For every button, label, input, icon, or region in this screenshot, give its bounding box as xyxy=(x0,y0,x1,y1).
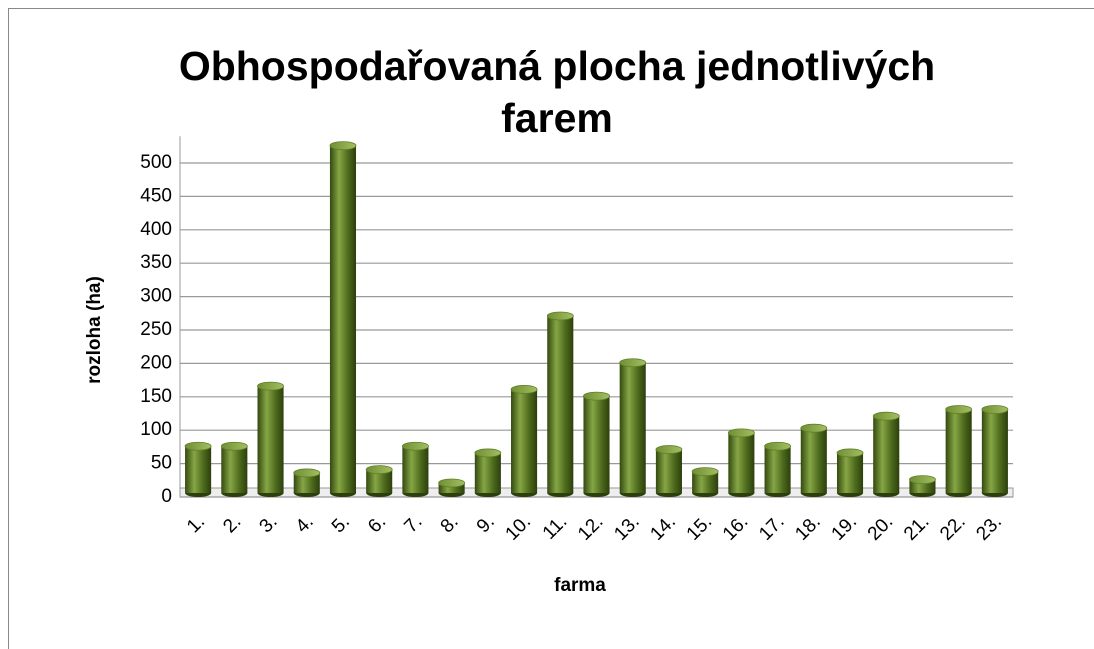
bar xyxy=(402,446,429,493)
x-tick-label: 11. xyxy=(539,511,572,544)
bar xyxy=(692,471,719,493)
bar xyxy=(873,416,900,493)
bar xyxy=(474,452,501,493)
y-tick-label: 50 xyxy=(151,453,172,474)
x-tick-label: 23. xyxy=(972,511,1006,545)
x-tick-label: 14. xyxy=(646,511,680,545)
y-tick-label: 250 xyxy=(140,319,172,340)
bar-top xyxy=(365,465,393,475)
bar-top xyxy=(764,441,792,451)
x-tick-label: 16. xyxy=(719,511,753,545)
bar xyxy=(185,446,212,493)
y-tick-label: 350 xyxy=(140,252,172,273)
x-tick-label: 20. xyxy=(864,511,898,545)
bar xyxy=(728,432,755,493)
bar xyxy=(981,409,1008,493)
chart-title: Obhospodařovaná plocha jednotlivých fare… xyxy=(178,43,936,141)
bar-top xyxy=(220,441,248,451)
bar-top xyxy=(583,391,610,401)
x-tick-label: 4. xyxy=(292,511,318,537)
bar xyxy=(547,315,574,493)
bar xyxy=(945,409,972,493)
x-tick-label: 3. xyxy=(256,511,282,537)
x-tick-label: 1. xyxy=(183,511,209,537)
bar xyxy=(366,469,393,493)
x-tick-label: 22. xyxy=(936,511,970,545)
y-tick-label: 150 xyxy=(140,386,172,407)
bar-top xyxy=(727,428,755,438)
bar xyxy=(764,446,791,493)
chart-border xyxy=(8,8,1094,649)
bar-top xyxy=(257,381,284,391)
bar xyxy=(511,389,538,493)
y-tick-label: 0 xyxy=(161,486,172,507)
x-tick-label: 12. xyxy=(574,511,608,545)
bar-top xyxy=(981,405,1009,414)
y-tick-label: 100 xyxy=(140,419,172,440)
y-tick-label: 500 xyxy=(140,152,172,173)
x-axis-label: farma xyxy=(554,575,606,596)
x-tick-label: 5. xyxy=(328,511,354,537)
x-tick-label: 19. xyxy=(828,511,862,545)
bar xyxy=(800,428,827,493)
bar xyxy=(257,386,284,493)
bar-top xyxy=(546,311,574,321)
bar-top xyxy=(474,448,502,458)
bar-top xyxy=(909,475,936,485)
bar xyxy=(836,452,864,493)
bar-top xyxy=(872,411,900,421)
bar-top xyxy=(438,478,466,488)
bar xyxy=(293,472,320,493)
x-tick-label: 2. xyxy=(219,511,245,537)
bar-top xyxy=(329,141,357,151)
bar xyxy=(583,396,610,493)
x-tick-label: 18. xyxy=(791,511,825,545)
x-tick-label: 10. xyxy=(502,511,536,545)
bar-top xyxy=(945,405,973,414)
bar-top xyxy=(691,467,719,477)
y-tick-label: 200 xyxy=(140,352,172,373)
bar xyxy=(619,362,646,493)
bar xyxy=(221,446,248,493)
bar-top xyxy=(184,441,212,451)
bar-top xyxy=(293,468,321,478)
bar-top xyxy=(401,441,429,451)
x-tick-label: 13. xyxy=(610,511,644,545)
y-tick-label: 300 xyxy=(140,286,172,307)
bar-top xyxy=(800,423,828,433)
x-tick-label: 15. xyxy=(683,511,717,545)
bar-top xyxy=(655,445,683,454)
bar-top xyxy=(510,385,538,394)
bar xyxy=(438,482,465,493)
x-tick-label: 8. xyxy=(437,511,463,537)
bar xyxy=(655,449,682,493)
bar xyxy=(329,145,357,493)
y-tick-label: 450 xyxy=(140,185,172,206)
x-tick-label: 7. xyxy=(400,511,426,537)
x-tick-label: 17. xyxy=(755,511,789,545)
bar-top xyxy=(619,358,647,368)
y-tick-label: 400 xyxy=(140,219,172,240)
x-tick-label: 21. xyxy=(900,511,934,545)
bar-top xyxy=(836,448,864,458)
x-tick-label: 6. xyxy=(364,511,390,537)
y-axis-label: rozloha (ha) xyxy=(84,276,105,384)
x-tick-label: 9. xyxy=(473,511,499,537)
